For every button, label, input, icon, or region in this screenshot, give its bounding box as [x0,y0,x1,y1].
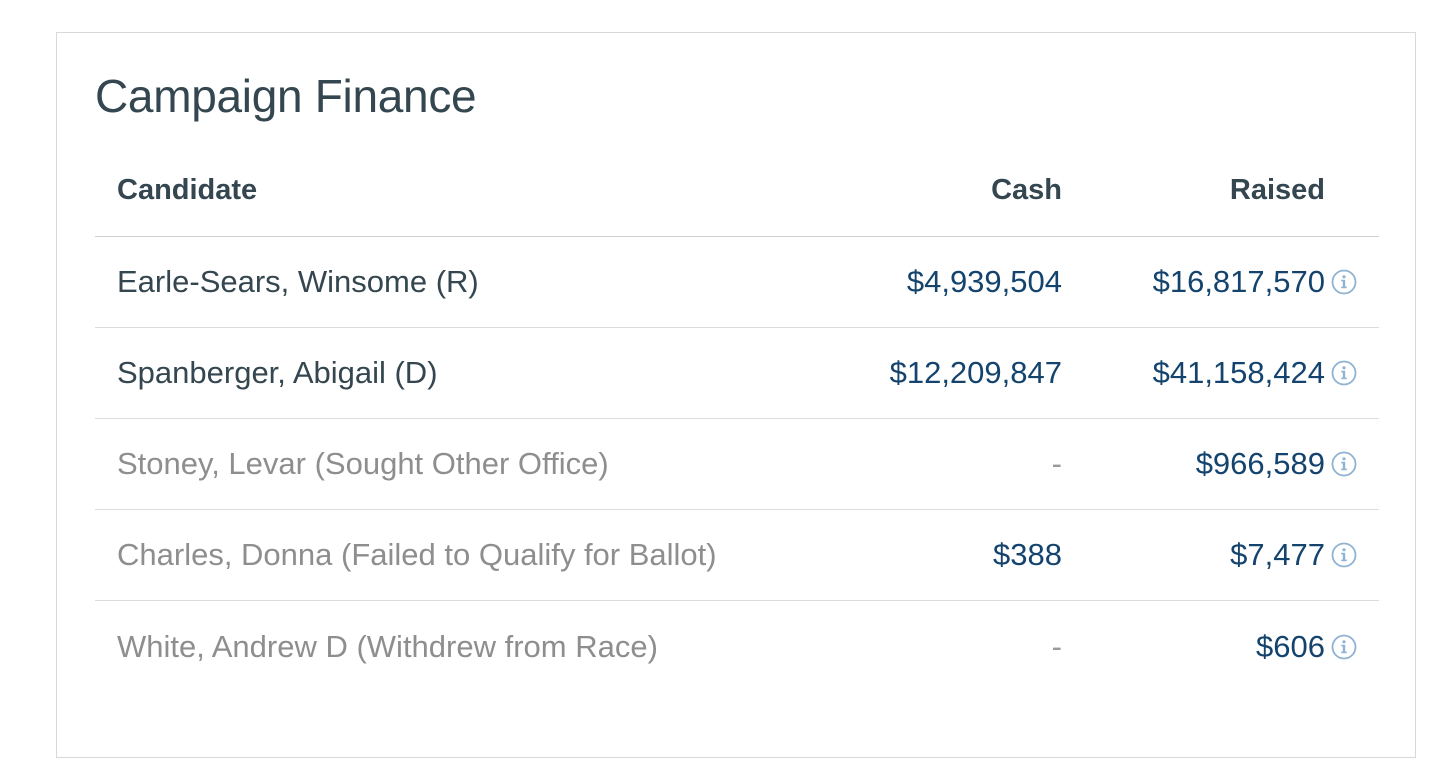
column-header-cash: Cash [991,174,1062,206]
info-circle-icon[interactable] [1331,360,1357,386]
candidate-name[interactable]: Stoney, Levar (Sought Other Office) [117,446,609,481]
campaign-finance-table: Candidate Cash Raised Earle-Sears, Winso… [95,145,1379,692]
column-header-candidate: Candidate [117,174,258,206]
raised-value: $7,477 [1230,537,1325,572]
cash-value: $12,209,847 [889,355,1062,390]
cash-value: - [1051,446,1062,481]
cash-value: $388 [993,537,1062,572]
candidate-name[interactable]: Charles, Donna (Failed to Qualify for Ba… [117,537,717,572]
info-circle-icon[interactable] [1331,269,1357,295]
cash-value: - [1051,628,1062,664]
table-row: Earle-Sears, Winsome (R) $4,939,504 $16,… [95,237,1379,328]
info-circle-icon[interactable] [1331,542,1357,568]
raised-value: $606 [1256,628,1325,664]
column-header-raised: Raised [1229,174,1325,206]
table-row: Stoney, Levar (Sought Other Office) - $9… [95,419,1379,510]
raised-value: $16,817,570 [1152,264,1325,299]
candidate-name[interactable]: White, Andrew D (Withdrew from Race) [117,628,658,664]
panel-title: Campaign Finance [95,70,477,122]
info-circle-icon[interactable] [1331,634,1357,660]
candidate-name[interactable]: Earle-Sears, Winsome (R) [117,264,479,299]
info-circle-icon[interactable] [1331,451,1357,477]
table-row: White, Andrew D (Withdrew from Race) - $… [95,601,1379,692]
campaign-finance-panel: Campaign Finance Candidate Cash Raised E… [56,32,1416,758]
table-row: Charles, Donna (Failed to Qualify for Ba… [95,510,1379,601]
table-row: Spanberger, Abigail (D) $12,209,847 $41,… [95,328,1379,419]
raised-value: $41,158,424 [1152,355,1325,390]
raised-value: $966,589 [1195,446,1325,481]
cash-value: $4,939,504 [906,264,1062,299]
table-header-row: Candidate Cash Raised [95,145,1379,237]
candidate-name[interactable]: Spanberger, Abigail (D) [117,355,438,390]
